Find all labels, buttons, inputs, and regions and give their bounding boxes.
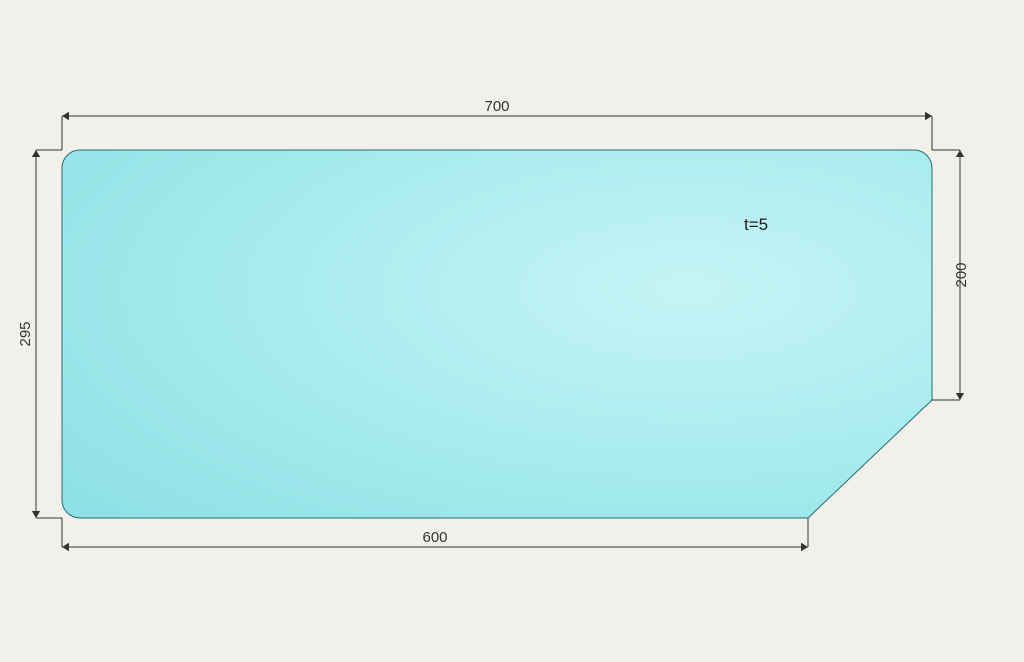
technical-drawing: t=5 700 600 295 200 [0, 0, 1024, 662]
dimension-value: 200 [953, 262, 970, 287]
glass-panel-shape [62, 150, 932, 518]
dimension-value: 600 [422, 529, 447, 546]
dimension-value: 700 [484, 98, 509, 115]
thickness-label: t=5 [744, 215, 768, 234]
dimension-value: 295 [17, 321, 34, 346]
